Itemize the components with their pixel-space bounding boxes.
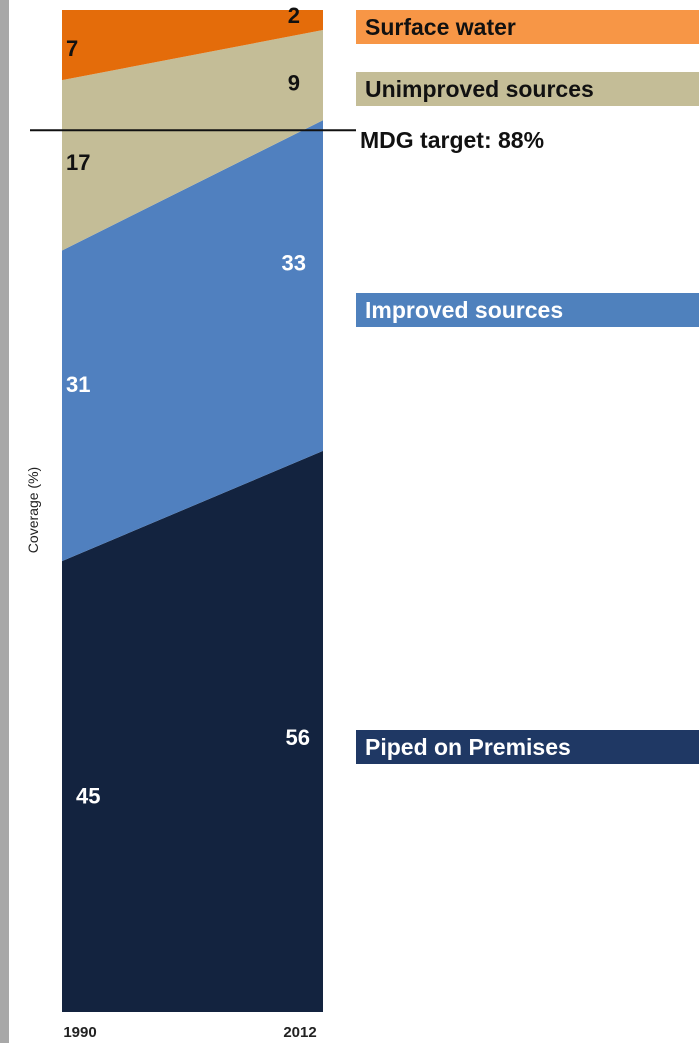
legend-label: Unimproved sources — [365, 76, 594, 102]
value-label: 7 — [66, 36, 78, 61]
area-piped-on-premises — [62, 450, 323, 1012]
value-label: 17 — [66, 150, 90, 175]
value-label: 45 — [76, 784, 100, 809]
value-label: 2 — [288, 3, 300, 28]
legend-label: Surface water — [365, 14, 516, 40]
legend-label: Piped on Premises — [365, 734, 571, 760]
x-tick-label: 2012 — [283, 1024, 316, 1041]
value-label: 31 — [66, 372, 90, 397]
value-label: 9 — [288, 70, 300, 95]
legend-unimproved-sources: Unimproved sources — [356, 72, 699, 106]
area-improved-sources — [62, 120, 323, 562]
legend-improved-sources: Improved sources — [356, 293, 699, 327]
mdg-target-label: MDG target: 88% — [360, 127, 545, 153]
value-label: 33 — [282, 250, 306, 275]
legend-label: Improved sources — [365, 297, 564, 323]
area-unimproved-sources — [62, 30, 323, 251]
x-tick-label: 1990 — [63, 1024, 96, 1041]
left-border — [0, 0, 9, 1043]
y-axis-label: Coverage (%) — [25, 467, 41, 553]
value-label: 56 — [286, 725, 310, 750]
area-surface-water — [62, 10, 323, 81]
legend-surface-water: Surface water — [356, 10, 699, 44]
legend-piped-on-premises: Piped on Premises — [356, 730, 699, 764]
